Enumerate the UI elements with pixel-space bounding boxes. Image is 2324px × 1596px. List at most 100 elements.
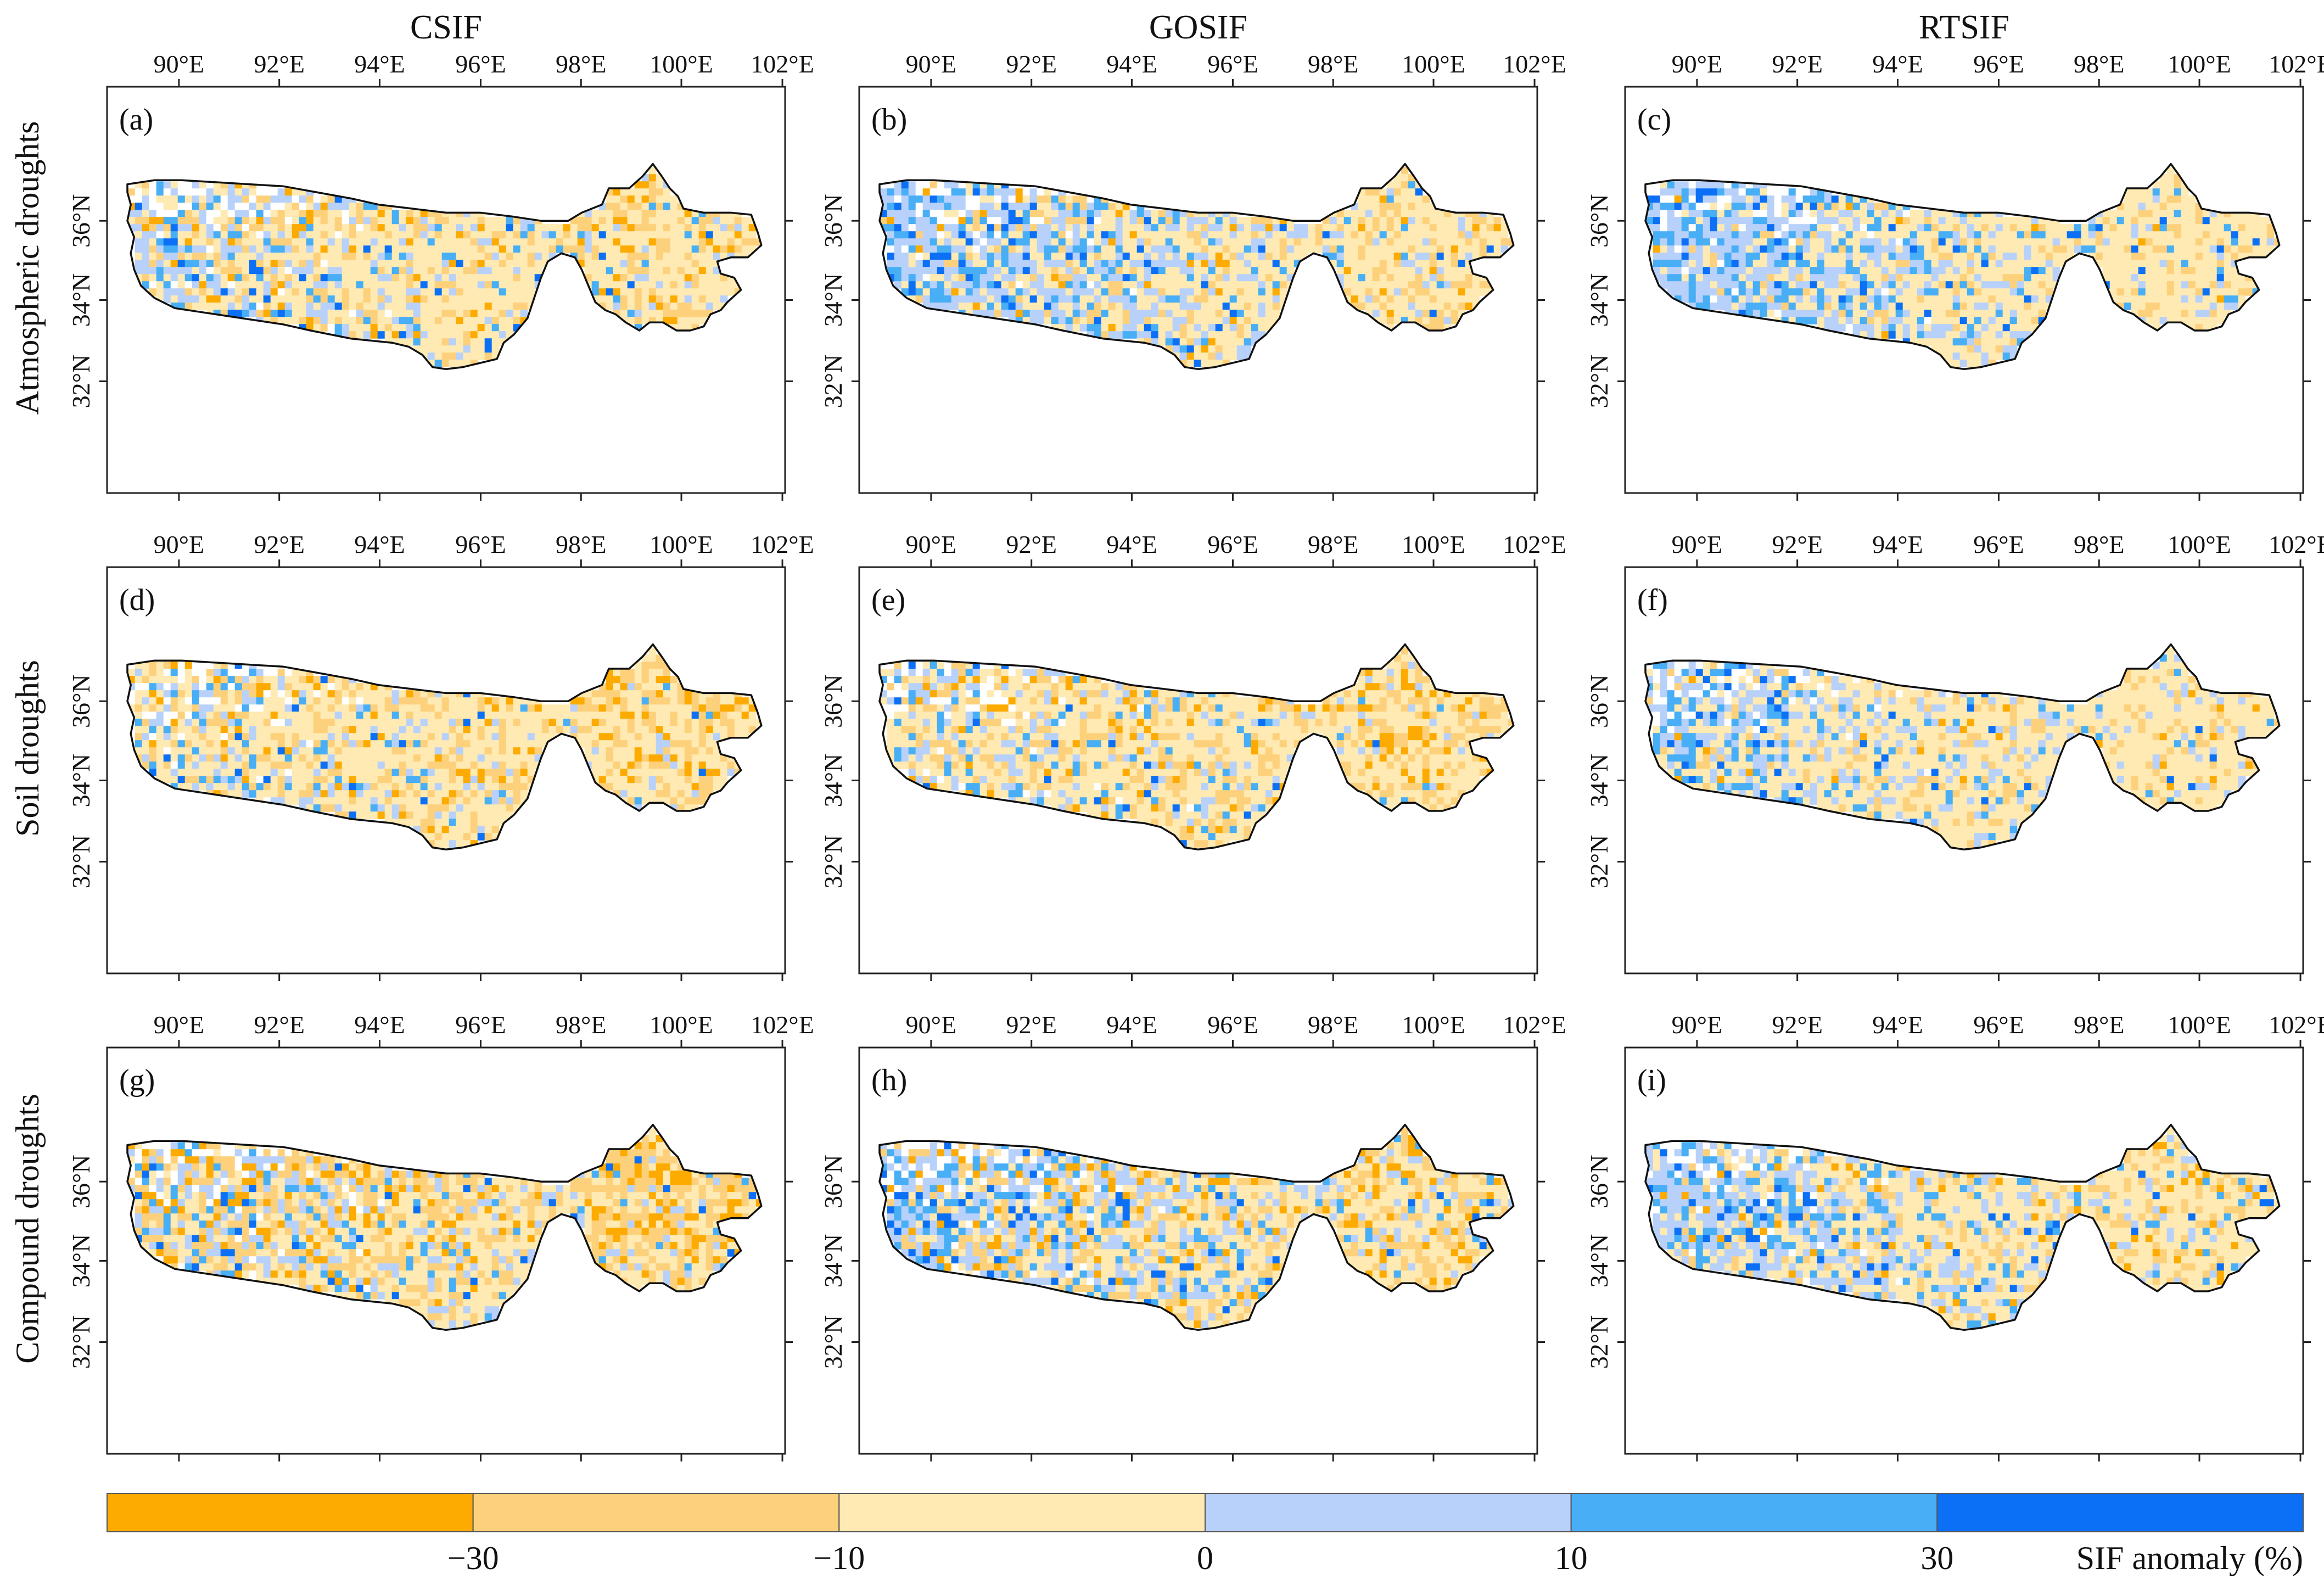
raster-cell [1351, 274, 1359, 282]
raster-cell [1738, 281, 1746, 289]
raster-cell [1938, 274, 1946, 282]
raster-cell [391, 317, 400, 324]
raster-cell [256, 697, 264, 705]
raster-cell [327, 195, 335, 203]
raster-cell [994, 195, 1002, 203]
raster-cell [1072, 253, 1080, 260]
raster-cell [1831, 317, 1839, 324]
raster-cell [484, 704, 492, 712]
raster-cell [363, 303, 371, 310]
raster-cell [1959, 231, 1968, 239]
raster-cell [1258, 281, 1266, 289]
raster-cell [1760, 295, 1768, 303]
raster-cell [1129, 288, 1138, 296]
raster-cell [170, 210, 178, 217]
region-boundary [1644, 163, 2281, 371]
raster-cell [2031, 231, 2039, 239]
raster-cell [929, 260, 938, 267]
raster-cell [1001, 267, 1009, 275]
raster-cell [234, 683, 243, 691]
raster-cell [677, 310, 685, 317]
raster-cell [184, 704, 193, 712]
raster-cell [142, 260, 150, 267]
raster-cell [1008, 260, 1016, 267]
raster-cell [313, 281, 321, 289]
raster-cell [2224, 288, 2232, 296]
raster-cell [2052, 253, 2060, 260]
raster-cell [234, 217, 243, 225]
raster-cell [213, 210, 221, 217]
raster-cell [363, 697, 371, 705]
raster-cell [2017, 217, 2025, 225]
raster-cell [1924, 324, 1932, 332]
raster-cell [1995, 303, 2003, 310]
raster-cell [987, 281, 995, 289]
raster-cell [470, 704, 478, 712]
raster-cell [313, 210, 321, 217]
raster-cell [477, 697, 485, 705]
raster-cell [648, 295, 657, 303]
raster-cell [613, 281, 621, 289]
raster-cell [901, 181, 909, 189]
raster-cell [170, 697, 178, 705]
raster-cell [313, 676, 321, 684]
raster-cell [648, 654, 657, 662]
raster-cell [1251, 217, 1259, 225]
raster-cell [434, 224, 443, 232]
raster-cell [1724, 195, 1732, 203]
raster-cell [2152, 231, 2160, 239]
raster-cell [341, 217, 350, 225]
raster-cell [1058, 217, 1066, 225]
raster-cell [1938, 345, 1946, 353]
raster-cell [1465, 217, 1473, 225]
raster-cell [163, 260, 171, 267]
raster-cell [1479, 217, 1487, 225]
raster-cell [1136, 317, 1145, 324]
raster-cell [477, 245, 485, 253]
raster-cell [441, 217, 450, 225]
raster-cell [506, 231, 514, 239]
raster-cell [2202, 260, 2210, 267]
raster-cell [1888, 288, 1896, 296]
raster-cell [915, 224, 923, 232]
raster-cell [263, 217, 271, 225]
raster-cell [2188, 238, 2196, 246]
raster-cell [2159, 253, 2168, 260]
raster-cell [1436, 217, 1444, 225]
raster-cell [1974, 253, 1982, 260]
raster-cell [2009, 345, 2018, 353]
raster-cell [477, 253, 485, 260]
raster-cell [2181, 245, 2189, 253]
raster-cell [1852, 288, 1861, 296]
raster-cell [2124, 303, 2132, 310]
raster-cell [456, 360, 464, 367]
raster-cell [987, 231, 995, 239]
raster-cell [1967, 345, 1975, 353]
raster-cell [965, 210, 973, 217]
raster-cell [2209, 303, 2217, 310]
raster-cell [2067, 238, 2075, 246]
raster-cell [463, 224, 471, 232]
raster-cell [894, 231, 902, 239]
raster-cell [2174, 217, 2182, 225]
raster-cell [958, 245, 966, 253]
raster-cell [1458, 281, 1466, 289]
raster-cell [1852, 281, 1861, 289]
raster-cell [1788, 303, 1796, 310]
raster-cell [1653, 231, 1661, 239]
raster-cell [2231, 303, 2239, 310]
raster-cell [1802, 188, 1811, 196]
raster-cell [1194, 267, 1202, 275]
raster-cell [1208, 245, 1216, 253]
raster-cell [2024, 245, 2032, 253]
raster-cell [606, 303, 614, 310]
raster-cell [2216, 260, 2225, 267]
raster-cell [1258, 324, 1266, 332]
raster-cell [1101, 245, 1109, 253]
raster-cell [349, 260, 357, 267]
raster-cell [1981, 303, 1989, 310]
raster-cell [1717, 224, 1725, 232]
raster-cell [922, 224, 931, 232]
raster-cell [2216, 274, 2225, 282]
raster-cell [341, 245, 350, 253]
